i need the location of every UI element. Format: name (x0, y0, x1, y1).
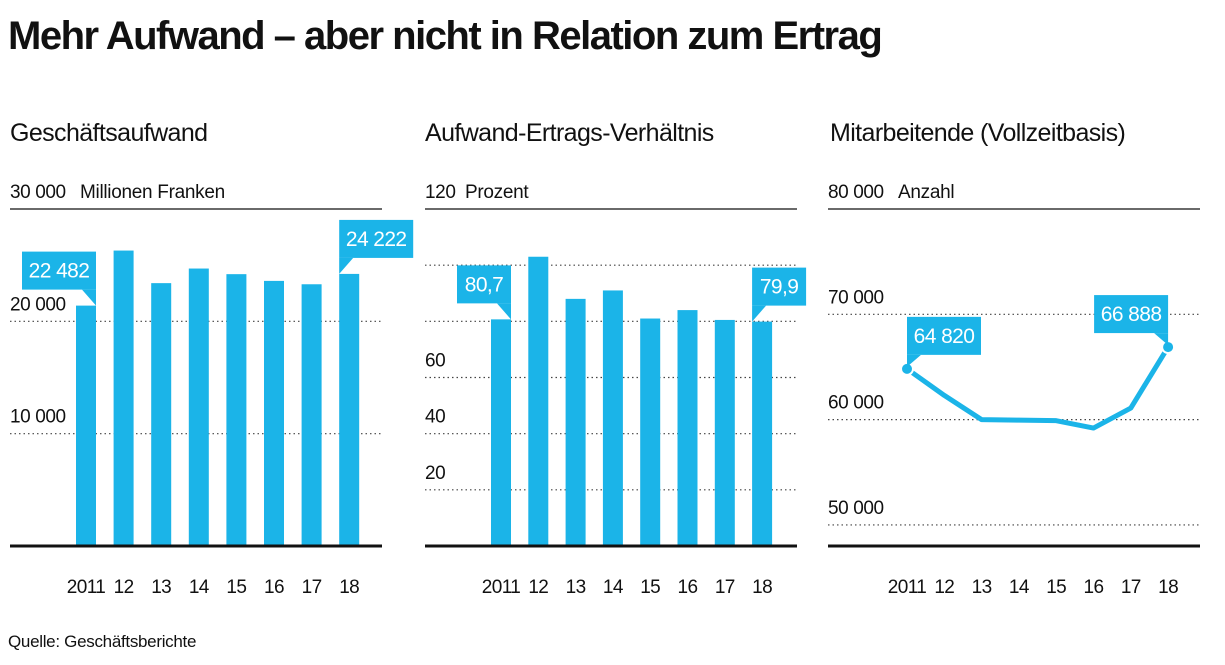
unit-label: Anzahl (898, 182, 954, 203)
y-tick-label: 40 (425, 407, 445, 428)
callout-pointer (907, 354, 921, 367)
x-tick-label: 12 (528, 577, 548, 598)
callout: 66 888 (1094, 295, 1169, 346)
x-tick-label: 14 (603, 577, 624, 598)
y-tick-label: 80 000 (828, 182, 884, 203)
y-tick-label: 20 000 (10, 294, 66, 315)
bar (188, 268, 209, 546)
bar (339, 273, 360, 546)
x-tick-label: 15 (640, 577, 660, 598)
callout-box (752, 267, 807, 306)
page-title: Mehr Aufwand – aber nicht in Relation zu… (8, 14, 883, 58)
chart-panel-3: Mitarbeitende (Vollzeitbasis) 50 000 60 00… (828, 119, 1200, 598)
y-tick-label: 20 (425, 463, 445, 484)
callout-label: 66 888 (1101, 303, 1162, 326)
x-tick-label: 12 (934, 577, 954, 598)
y-tick-label: 60 (425, 351, 445, 372)
bar (226, 274, 247, 546)
chart-title: Aufwand-Ertrags-Verhältnis (425, 119, 714, 147)
bar (677, 310, 698, 546)
callout-box (907, 316, 981, 355)
x-tick-label: 18 (1158, 577, 1178, 598)
unit-label: Millionen Franken (80, 182, 225, 203)
bar (264, 280, 284, 546)
bar (76, 305, 96, 546)
x-tick-label: 13 (151, 577, 171, 598)
x-tick-label: 17 (302, 577, 322, 598)
y-tick-label: 10 000 (10, 407, 66, 428)
callout-label: 24 222 (346, 228, 407, 251)
x-tick-label: 18 (752, 577, 772, 598)
chart-title: Mitarbeitende (Vollzeitbasis) (830, 119, 1125, 147)
bar (640, 318, 661, 546)
y-tick-label: 50 000 (828, 498, 884, 519)
callout: 80,7 (457, 265, 511, 320)
x-tick-label: 15 (1046, 577, 1066, 598)
x-tick-label: 12 (114, 577, 134, 598)
bar (714, 319, 735, 546)
callout-label: 79,9 (760, 276, 798, 299)
callout-pointer (82, 289, 96, 306)
x-tick-label: 15 (226, 577, 246, 598)
bar (602, 290, 623, 546)
callout-pointer (497, 303, 511, 320)
y-tick-label: 120 (425, 182, 456, 203)
x-tick-label: 18 (339, 577, 359, 598)
callout-label: 64 820 (914, 325, 975, 348)
series-line (904, 344, 1171, 431)
callout: 64 820 (907, 316, 981, 367)
callout: 24 222 (339, 219, 414, 274)
callout-box (339, 219, 414, 258)
chart-panel-1: Geschäftsaufwand 10 000 20 000 30 000 Millio… (10, 119, 414, 598)
callout: 79,9 (752, 267, 807, 322)
x-tick-label: 13 (566, 577, 586, 598)
x-tick-label: 17 (715, 577, 735, 598)
unit-label: Prozent (465, 182, 529, 203)
bar (528, 256, 549, 546)
x-tick-label: 16 (678, 577, 698, 598)
bar (752, 321, 773, 546)
callout-label: 80,7 (465, 273, 503, 296)
callout-label: 22 482 (29, 260, 90, 283)
x-tick-label: 2011 (67, 577, 105, 598)
x-tick-label: 2011 (888, 577, 926, 598)
x-tick-label: 16 (264, 577, 284, 598)
bar (491, 319, 511, 546)
x-tick-label: 2011 (482, 577, 520, 598)
bar (151, 283, 172, 546)
bar (565, 298, 586, 546)
y-tick-label: 30 000 (10, 182, 66, 203)
bar (113, 250, 134, 546)
x-tick-label: 16 (1084, 577, 1104, 598)
callout-box (22, 251, 96, 290)
x-tick-label: 17 (1121, 577, 1141, 598)
callout-pointer (1154, 333, 1169, 346)
x-tick-label: 13 (972, 577, 992, 598)
x-tick-label: 14 (1009, 577, 1030, 598)
callout-box (457, 265, 511, 304)
chart-title: Geschäftsaufwand (10, 119, 207, 147)
x-tick-label: 14 (189, 577, 210, 598)
bar (301, 284, 322, 546)
callout-box (1094, 295, 1169, 334)
callout-pointer (339, 257, 354, 274)
source-note: Quelle: Geschäftsberichte (8, 632, 197, 651)
callout-pointer (752, 305, 767, 322)
y-tick-label: 60 000 (828, 393, 884, 414)
chart-panel-2: Aufwand-Ertrags-Verhältnis 20 40 60 120 Proze… (425, 119, 807, 598)
y-tick-label: 70 000 (828, 287, 884, 308)
callout: 22 482 (22, 251, 96, 306)
